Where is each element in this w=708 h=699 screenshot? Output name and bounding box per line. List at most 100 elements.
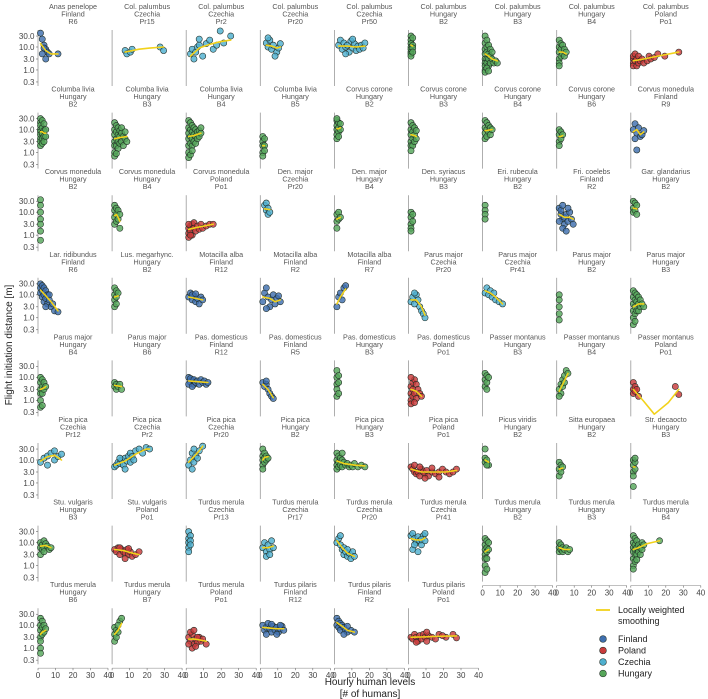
data-point bbox=[112, 300, 120, 308]
x-tick-label: 40 bbox=[622, 589, 631, 598]
panel-title-site: Pr2 bbox=[216, 17, 227, 26]
data-point bbox=[333, 224, 341, 232]
x-tick-label: 40 bbox=[400, 671, 409, 680]
smoothing-line bbox=[262, 455, 269, 461]
data-point bbox=[493, 59, 501, 67]
panel-title-country: Finland bbox=[209, 340, 233, 349]
data-point bbox=[37, 208, 44, 216]
panel-title-species: Den. major bbox=[352, 167, 388, 176]
smoothing-line bbox=[558, 546, 571, 551]
data-point bbox=[564, 204, 572, 212]
data-point bbox=[195, 35, 203, 43]
panel-title-site: B2 bbox=[365, 100, 374, 109]
panel-title-site: B4 bbox=[661, 513, 670, 522]
data-point bbox=[190, 626, 198, 634]
panel-title-country: Poland bbox=[136, 505, 158, 514]
y-tick-label: 10.0 bbox=[19, 373, 35, 382]
data-point bbox=[631, 454, 639, 462]
panel-title-species: Col. palumbus bbox=[272, 2, 318, 11]
panel-title-site: B3 bbox=[587, 513, 596, 522]
smoothing-line bbox=[632, 388, 680, 415]
data-point bbox=[273, 630, 281, 638]
panel-title-species: Parus major bbox=[646, 250, 685, 259]
legend-swatch-hungary bbox=[599, 669, 607, 678]
panel-title-country: Hungary bbox=[652, 423, 680, 432]
panel-title-species: Parus major bbox=[128, 332, 167, 341]
x-tick-label: 40 bbox=[696, 589, 705, 598]
smoothing-line bbox=[410, 537, 426, 541]
y-tick-label: 1.0 bbox=[23, 644, 35, 653]
panel-title-species: Pica pica bbox=[355, 415, 384, 424]
panel-title-site: Pr2 bbox=[142, 430, 153, 439]
data-point bbox=[262, 630, 270, 638]
data-point bbox=[185, 220, 193, 228]
panel-title-country: Finland bbox=[358, 257, 382, 266]
x-tick-label: 20 bbox=[143, 671, 152, 680]
panel-title-country: Finland bbox=[284, 257, 308, 266]
panel-title-species: Turdus merula bbox=[124, 580, 170, 589]
smoothing-line bbox=[336, 539, 356, 558]
panel-title-country: Hungary bbox=[59, 92, 87, 101]
data-point bbox=[276, 40, 284, 48]
legend-label-czechia: Czechia bbox=[618, 657, 651, 667]
panel-title-country: Finland bbox=[654, 92, 678, 101]
data-point bbox=[428, 464, 436, 472]
x-tick-label: 10 bbox=[496, 589, 505, 598]
data-point bbox=[188, 147, 196, 155]
data-point bbox=[411, 541, 418, 549]
data-point bbox=[121, 555, 129, 563]
data-point bbox=[160, 47, 167, 54]
x-tick-label: 0 bbox=[406, 671, 411, 680]
data-point bbox=[262, 284, 270, 292]
smoothing-line bbox=[336, 126, 342, 130]
data-point bbox=[485, 67, 492, 75]
panel-title-country: Hungary bbox=[134, 175, 162, 184]
data-point bbox=[37, 637, 44, 645]
panel-title-site: R7 bbox=[365, 265, 374, 274]
data-point bbox=[185, 640, 193, 648]
data-point bbox=[421, 474, 429, 482]
data-point bbox=[42, 133, 50, 140]
panel-title-site: B4 bbox=[587, 17, 596, 26]
panel-title-country: Czechia bbox=[208, 10, 234, 19]
data-point bbox=[262, 377, 270, 385]
panel-title-species: Stu. vulgaris bbox=[53, 498, 93, 507]
data-point bbox=[37, 196, 44, 204]
panel-title-species: Den. syriacus bbox=[422, 167, 466, 176]
panel-title-species: Col. palumbus bbox=[124, 2, 170, 11]
smoothing-line bbox=[410, 635, 458, 638]
y-tick-label: 10.0 bbox=[19, 456, 35, 465]
panel-title-species: Columba livia bbox=[126, 85, 169, 94]
panel-title-country: Czechia bbox=[60, 423, 86, 432]
panel-title-species: Turdus merula bbox=[198, 580, 244, 589]
panel-title-country: Hungary bbox=[59, 175, 87, 184]
y-tick-label: 0.3 bbox=[23, 243, 35, 252]
x-axis-unit: [# of humans] bbox=[340, 689, 401, 699]
panel-title-site: Po1 bbox=[659, 347, 672, 356]
data-point bbox=[483, 565, 491, 573]
x-tick-label: 10 bbox=[273, 671, 282, 680]
y-tick-label: 1.0 bbox=[23, 561, 35, 570]
panel-title-species: Col. palumbus bbox=[346, 2, 392, 11]
panel-title-site: B4 bbox=[587, 347, 596, 356]
smoothing-line bbox=[484, 459, 490, 464]
panel-title-country: Hungary bbox=[59, 340, 87, 349]
y-tick-label: 3.0 bbox=[23, 385, 35, 394]
panel-title-site: R12 bbox=[215, 265, 228, 274]
panel-title-species: Col. palumbus bbox=[569, 2, 615, 11]
data-point bbox=[555, 316, 563, 324]
data-point bbox=[37, 201, 44, 209]
